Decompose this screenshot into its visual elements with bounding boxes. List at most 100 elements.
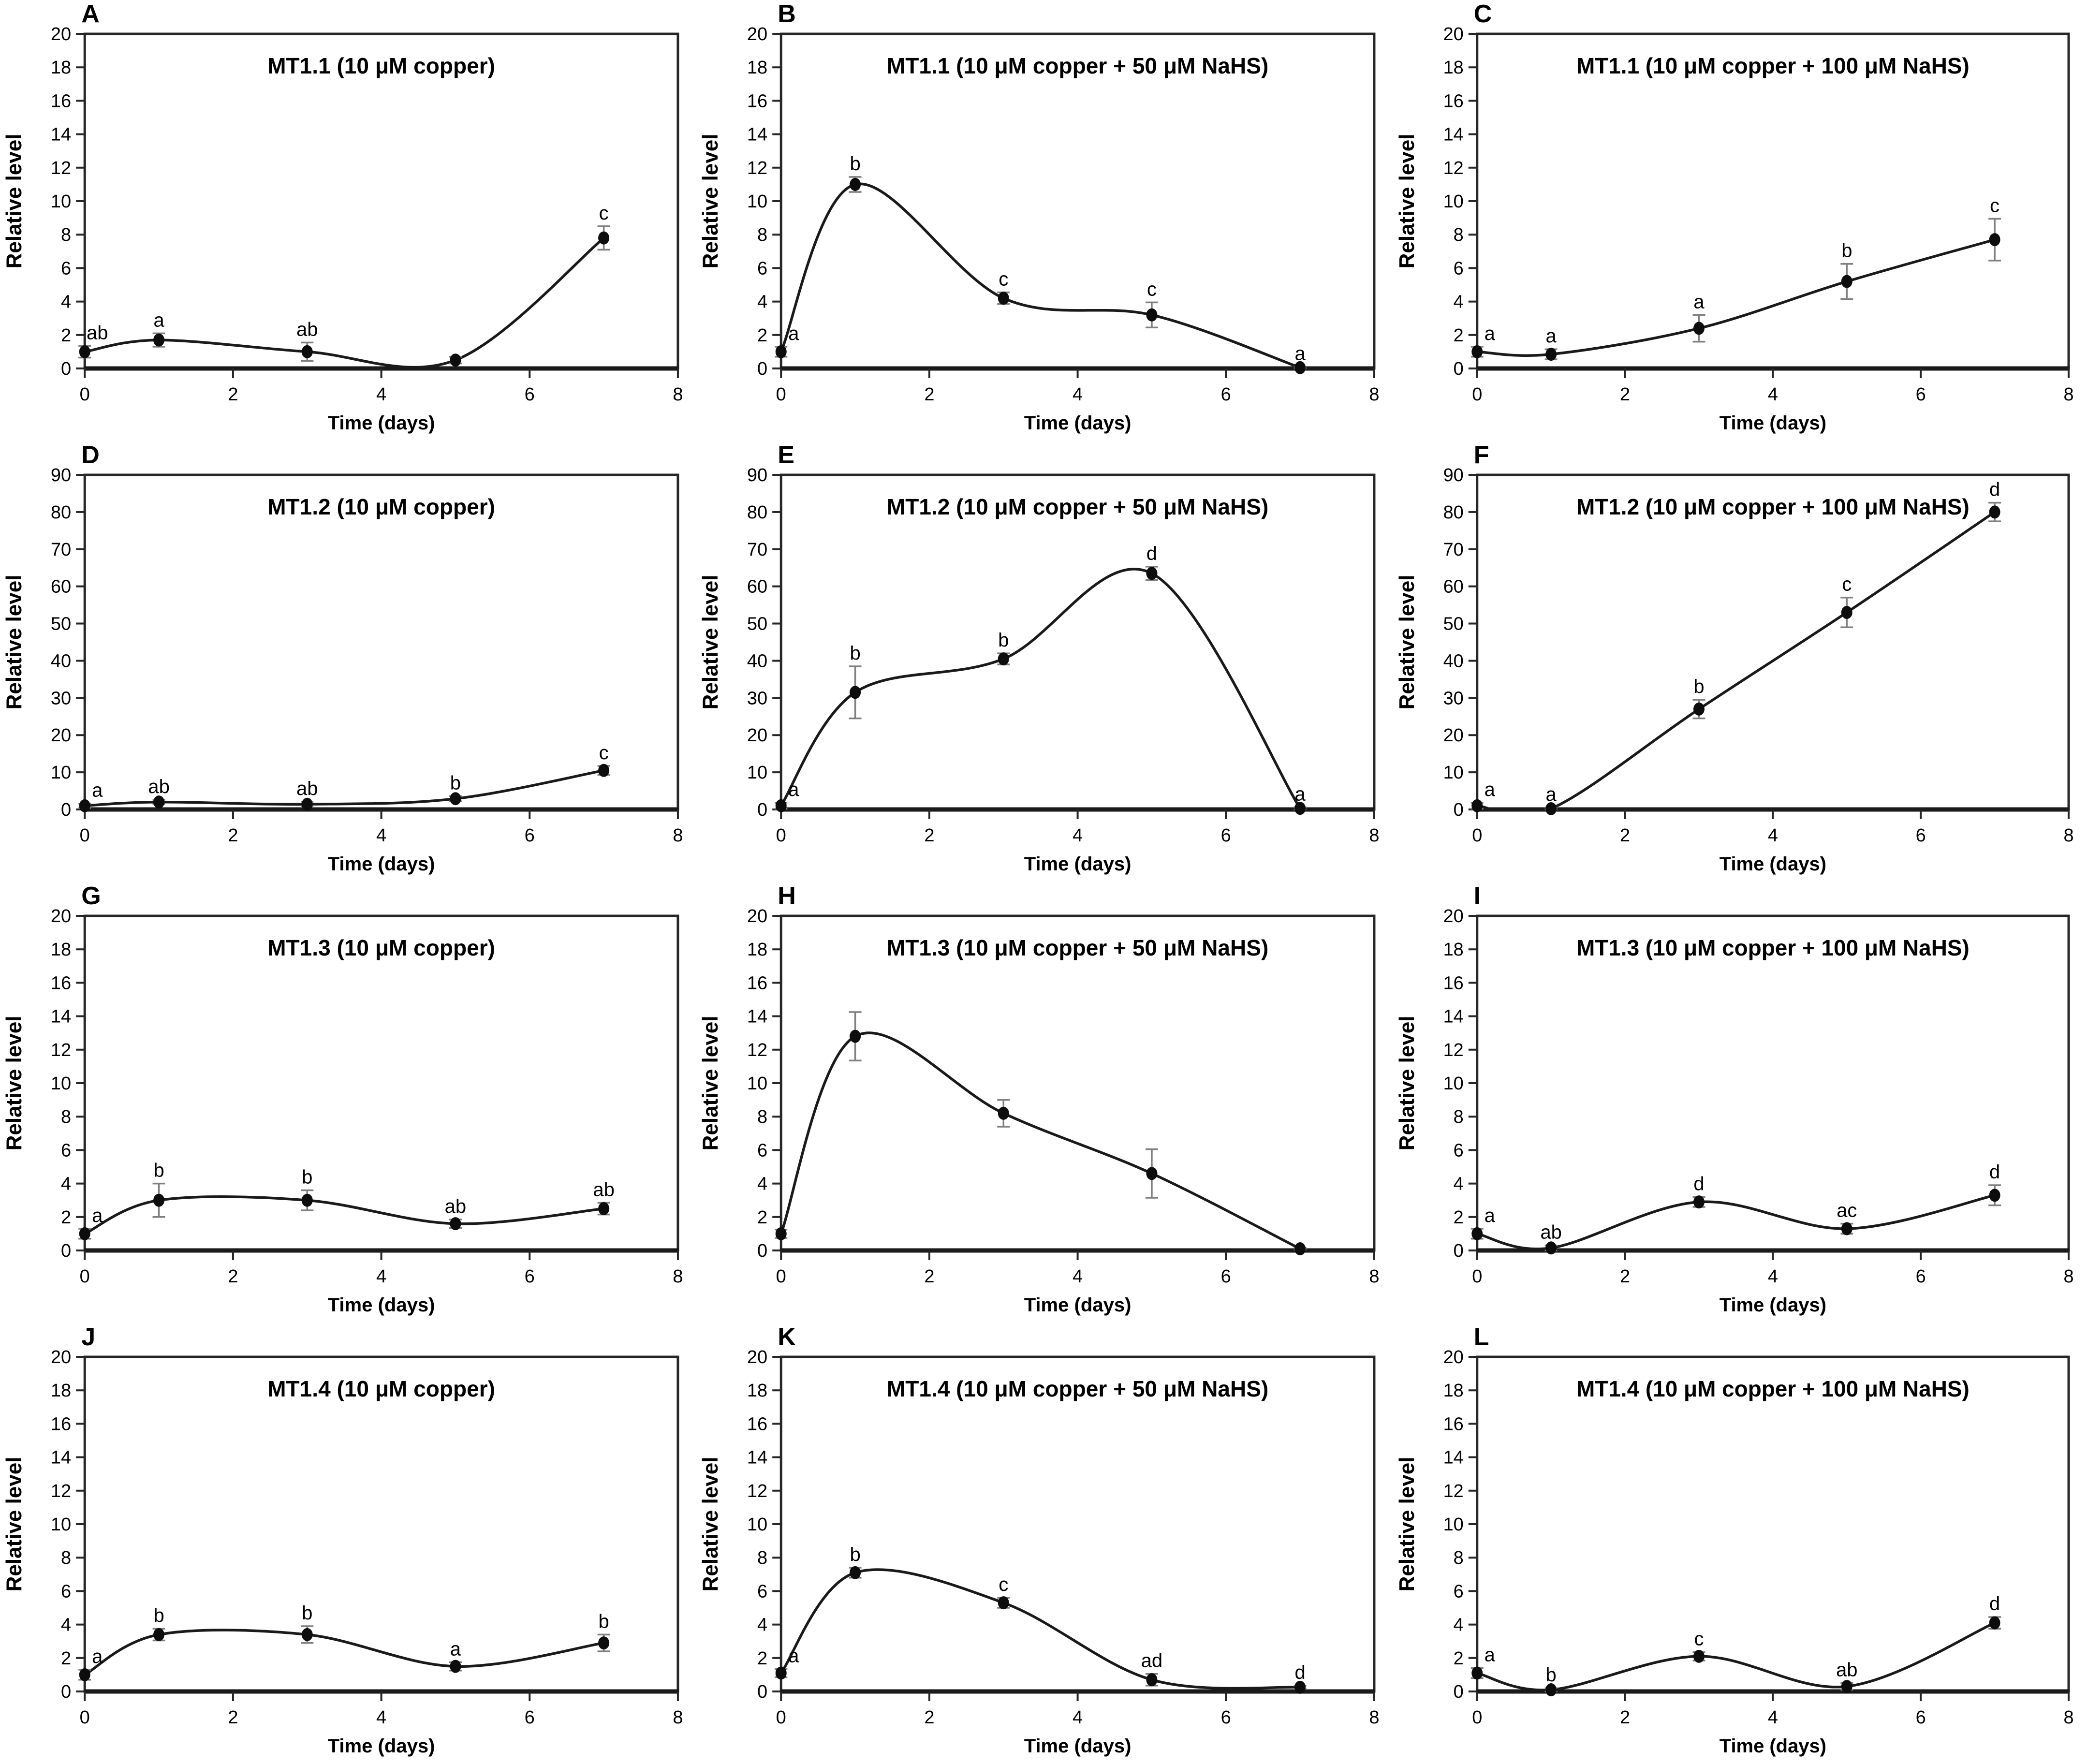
y-tick-label: 20 [1443, 906, 1464, 926]
data-point [1294, 1242, 1306, 1256]
y-tick-label: 0 [757, 359, 767, 379]
y-tick-label: 0 [1454, 1682, 1464, 1702]
y-tick-label: 20 [1443, 1347, 1464, 1367]
data-point [998, 1596, 1009, 1610]
x-tick-label: 2 [1620, 1266, 1630, 1287]
plot-area [779, 32, 1376, 370]
data-line [1477, 238, 1995, 357]
y-tick-label: 10 [747, 1073, 767, 1094]
significance-letter: b [153, 1605, 164, 1626]
x-axis-label: Time (days) [328, 412, 435, 434]
x-tick-label: 4 [1073, 1707, 1083, 1728]
y-tick-label: 30 [1443, 688, 1464, 708]
significance-letter: b [998, 630, 1009, 651]
panel-letter: G [81, 882, 101, 910]
significance-letter: b [850, 1544, 860, 1565]
panel-c-container: C 0 2 4 6 8 10 12 14 16 18 20 0 2 4 6 8 Time (days) Relati… [1393, 0, 2087, 441]
panel-a-chart: A 0 2 4 6 8 10 12 14 16 18 20 0 2 4 6 8 Time (days) Relati… [2, 0, 683, 434]
data-point [1545, 1683, 1557, 1697]
significance-letter: ab [148, 776, 170, 797]
panel-letter: F [1474, 441, 1489, 469]
y-tick-label: 18 [747, 58, 767, 78]
data-point [1989, 505, 2000, 519]
x-tick-label: 4 [1768, 825, 1778, 846]
y-tick-label: 2 [1454, 1648, 1464, 1669]
y-tick-label: 80 [747, 502, 767, 523]
x-axis-label: Time (days) [328, 1735, 435, 1757]
significance-letter: a [1294, 783, 1306, 805]
data-point [850, 1029, 861, 1043]
x-tick-label: 4 [1768, 1707, 1778, 1728]
x-tick-label: 2 [924, 384, 934, 405]
x-tick-label: 8 [1369, 384, 1379, 405]
significance-letter: b [450, 772, 461, 794]
data-line [1477, 1194, 1995, 1250]
panel-letter: I [1474, 882, 1481, 910]
x-tick-label: 4 [1768, 384, 1778, 405]
y-tick-label: 18 [747, 1381, 767, 1401]
y-tick-label: 4 [757, 292, 767, 312]
x-axis-label: Time (days) [328, 853, 435, 875]
y-tick-label: 12 [1443, 1481, 1464, 1501]
y-tick-label: 20 [747, 906, 767, 926]
x-tick-label: 2 [228, 1266, 238, 1287]
y-tick-label: 20 [51, 1347, 71, 1367]
y-tick-label: 12 [747, 1040, 767, 1060]
y-tick-label: 14 [51, 125, 71, 145]
y-tick-label: 6 [757, 1581, 767, 1602]
y-tick-label: 18 [747, 940, 767, 960]
x-tick-label: 2 [1620, 825, 1630, 846]
y-tick-label: 6 [757, 258, 767, 279]
significance-letter: a [92, 1205, 103, 1226]
y-tick-label: 10 [1443, 191, 1464, 212]
data-point [153, 795, 165, 809]
significance-letter: c [1694, 1629, 1704, 1650]
chart-title: MT1.3 (10 μM copper + 100 μM NaHS) [1576, 935, 1969, 960]
data-point [598, 231, 610, 245]
x-axis-label: Time (days) [1024, 1735, 1132, 1757]
x-tick-label: 0 [80, 1266, 90, 1287]
y-tick-label: 14 [51, 1007, 71, 1027]
y-tick-label: 8 [757, 225, 767, 245]
plot-area [83, 473, 679, 811]
x-tick-label: 8 [673, 825, 683, 846]
y-tick-label: 0 [61, 1241, 71, 1261]
y-tick-label: 6 [1454, 258, 1464, 279]
chart-title: MT1.2 (10 μM copper + 50 μM NaHS) [887, 494, 1268, 519]
plot-area [779, 473, 1376, 811]
x-tick-label: 8 [673, 1266, 683, 1287]
y-tick-label: 16 [747, 91, 767, 111]
panel-b-container: B 0 2 4 6 8 10 12 14 16 18 20 0 2 4 6 8 Time (days) Relati… [696, 0, 1393, 441]
y-tick-label: 40 [747, 651, 767, 671]
plot-area [1476, 1355, 2070, 1693]
panel-letter: J [81, 1323, 95, 1351]
y-axis-label: Relative level [1395, 134, 1419, 269]
significance-letter: a [1484, 779, 1496, 800]
chart-title: MT1.1 (10 μM copper) [267, 53, 495, 78]
chart-title: MT1.2 (10 μM copper) [267, 494, 495, 519]
x-tick-label: 0 [80, 825, 90, 846]
x-tick-label: 8 [2063, 825, 2073, 846]
y-tick-label: 40 [1443, 651, 1464, 671]
panel-letter: L [1474, 1323, 1489, 1351]
y-tick-label: 0 [61, 800, 71, 820]
y-tick-label: 12 [51, 1481, 71, 1501]
y-tick-label: 16 [51, 1414, 71, 1434]
significance-letter: ac [1837, 1200, 1857, 1221]
x-axis-label: Time (days) [328, 1294, 435, 1316]
data-line [85, 769, 604, 808]
data-line [779, 182, 1301, 368]
y-tick-label: 70 [51, 540, 71, 560]
y-tick-label: 20 [51, 906, 71, 926]
y-tick-label: 2 [757, 1207, 767, 1228]
y-tick-label: 12 [51, 158, 71, 178]
panel-f-chart: F 0 10 20 30 40 50 60 70 80 90 0 2 4 6 8 Time (days) Rela… [1395, 441, 2074, 875]
x-tick-label: 0 [776, 384, 786, 405]
significance-letter: b [1546, 1664, 1557, 1686]
x-tick-label: 0 [1472, 1266, 1482, 1287]
data-point [850, 1566, 861, 1579]
significance-letter: ab [296, 778, 318, 799]
y-axis-label: Relative level [2, 134, 26, 269]
y-tick-label: 12 [1443, 1040, 1464, 1060]
significance-letter: c [1147, 279, 1157, 300]
